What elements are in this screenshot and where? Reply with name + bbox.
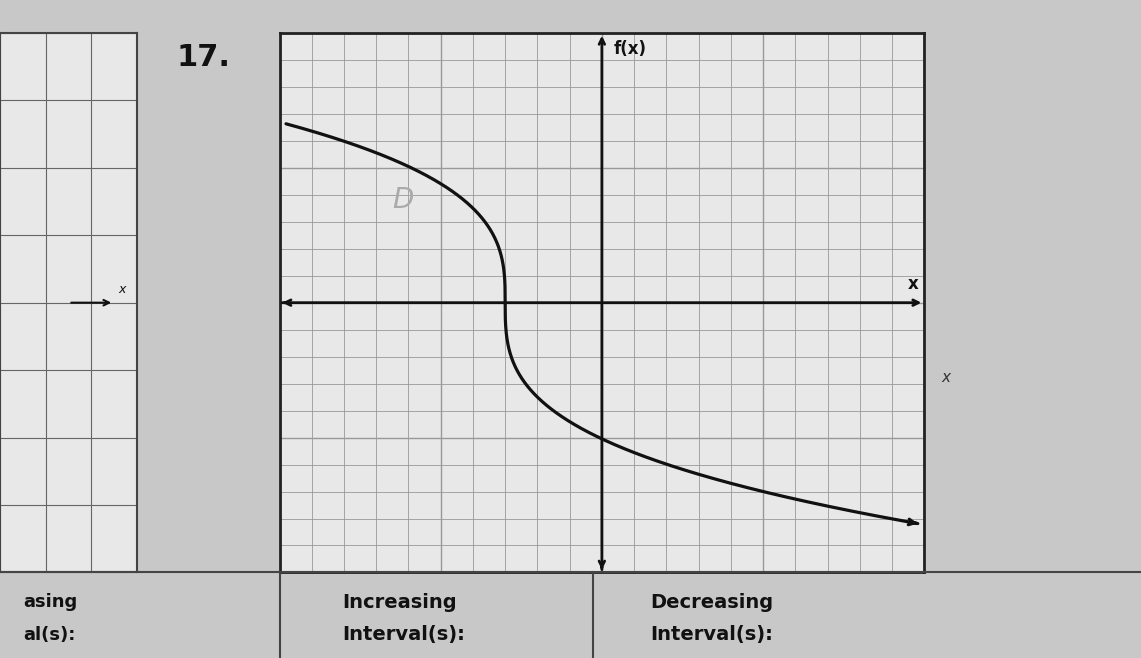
- Text: D: D: [393, 186, 414, 215]
- Text: Interval(s):: Interval(s):: [650, 626, 774, 644]
- Text: asing: asing: [23, 593, 78, 611]
- Text: Decreasing: Decreasing: [650, 593, 774, 611]
- Text: f(x): f(x): [613, 41, 646, 59]
- Text: x: x: [941, 370, 950, 385]
- Text: Interval(s):: Interval(s):: [342, 626, 466, 644]
- Text: 17.: 17.: [177, 43, 230, 72]
- Text: Increasing: Increasing: [342, 593, 456, 611]
- Text: x: x: [908, 275, 919, 293]
- Text: x: x: [119, 282, 126, 295]
- Text: al(s):: al(s):: [23, 626, 75, 644]
